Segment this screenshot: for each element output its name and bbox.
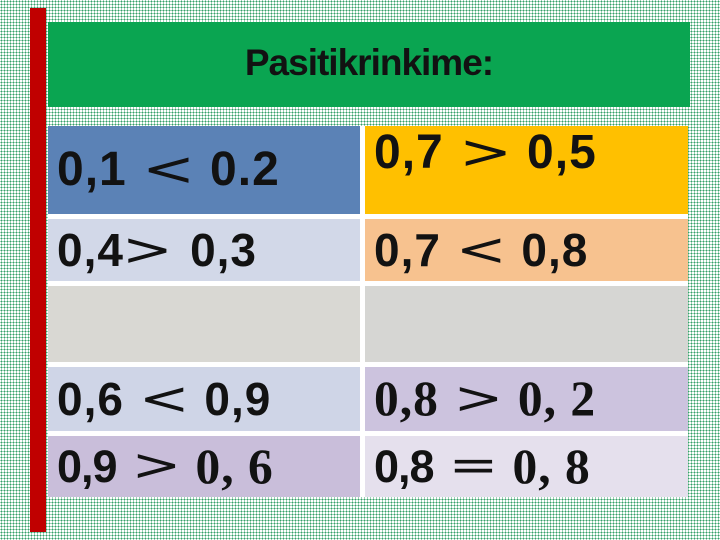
comparison-symbol: =	[429, 440, 517, 492]
title-banner: Pasitikrinkime:	[48, 22, 690, 107]
decimal-number: 0.2	[210, 143, 280, 196]
decimal-number: 0,9	[57, 441, 118, 492]
decimal-number: 0,1	[57, 143, 127, 196]
table-cell-r3-right	[365, 286, 688, 362]
slide-title: Pasitikrinkime:	[244, 42, 494, 83]
decimal-number: 0,5	[527, 126, 597, 179]
decimal-number: 0,8	[374, 441, 435, 492]
decimal-number: 0, 6	[195, 438, 274, 494]
decimal-number: 0,9	[204, 373, 272, 425]
table-cell-r4-left: 0,6 < 0,9	[48, 367, 360, 431]
comparison-symbol: >	[434, 372, 523, 424]
decimal-number: 0,8	[374, 371, 439, 427]
table-cell-r2-left: 0,4 > 0,3	[48, 219, 360, 281]
comparison-symbol: >	[438, 125, 533, 180]
red-accent-bar	[30, 8, 46, 532]
comparison-symbol: <	[119, 372, 210, 426]
table-cell-r4-right: 0,8 > 0, 2	[365, 367, 688, 431]
comparison-symbol: <	[436, 223, 527, 277]
decimal-number: 0,4	[57, 224, 124, 276]
comparison-table: 0,1 < 0.2 0,7 > 0,5 0,4 > 0,3 0,7 < 0,8 0,6 <…	[48, 126, 688, 497]
decimal-number: 0, 2	[517, 371, 597, 427]
table-cell-r3-left	[48, 286, 360, 362]
decimal-number: 0,3	[190, 224, 258, 276]
table-cell-r5-right: 0,8 = 0, 8	[365, 436, 688, 497]
comparison-symbol: >	[112, 440, 200, 492]
table-cell-r1-left: 0,1 < 0.2	[48, 126, 360, 214]
decimal-number: 0,8	[521, 224, 589, 276]
comparison-symbol: <	[121, 142, 216, 198]
table-cell-r1-right: 0,7 > 0,5	[365, 126, 688, 214]
decimal-number: 0,6	[57, 373, 124, 425]
decimal-number: 0,7	[374, 224, 441, 276]
table-cell-r2-right: 0,7 < 0,8	[365, 219, 688, 281]
table-cell-r5-left: 0,9 > 0, 6	[48, 436, 360, 497]
decimal-number: 0,7	[374, 126, 444, 179]
comparison-symbol: >	[121, 223, 193, 277]
decimal-number: 0, 8	[512, 438, 591, 494]
